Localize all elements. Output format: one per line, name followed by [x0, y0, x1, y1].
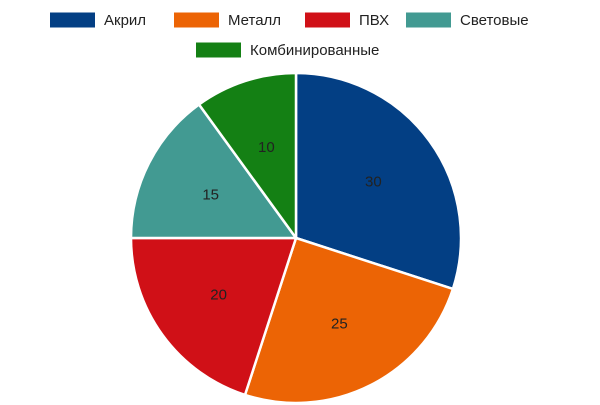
legend-label: Металл: [228, 12, 281, 29]
legend-item-2[interactable]: ПВХ: [305, 12, 389, 29]
slice-value-label: 25: [331, 315, 348, 332]
legend-label: Комбинированные: [250, 42, 379, 59]
pie-slice-0[interactable]: [294, 71, 463, 291]
legend-label: ПВХ: [359, 12, 389, 29]
slice-value-label: 20: [210, 286, 227, 303]
pie-slice-4[interactable]: [197, 71, 298, 240]
slice-value-label: 15: [202, 187, 219, 204]
legend-label: Акрил: [104, 12, 146, 29]
slice-value-label: 10: [258, 139, 275, 156]
slice-value-label: 30: [365, 174, 382, 191]
legend-item-4[interactable]: Комбинированные: [196, 42, 379, 59]
legend-swatch: [50, 12, 95, 28]
legend-label: Световые: [460, 12, 529, 29]
chart-legend: Акрил Металл ПВХ Световые Комбинированные: [50, 12, 529, 59]
pie-data-labels: 30 25 20 15 10: [202, 139, 381, 332]
pie-slices: [129, 71, 463, 405]
pie-slice-2[interactable]: [129, 236, 298, 397]
legend-item-0[interactable]: Акрил: [50, 12, 146, 29]
legend-swatch: [196, 42, 241, 58]
legend-swatch: [174, 12, 219, 28]
legend-item-3[interactable]: Световые: [406, 12, 529, 29]
legend-item-1[interactable]: Металл: [174, 12, 281, 29]
pie-slice-1[interactable]: [243, 236, 455, 405]
legend-swatch: [305, 12, 350, 28]
pie-slice-3[interactable]: [129, 103, 298, 240]
legend-swatch: [406, 12, 451, 28]
